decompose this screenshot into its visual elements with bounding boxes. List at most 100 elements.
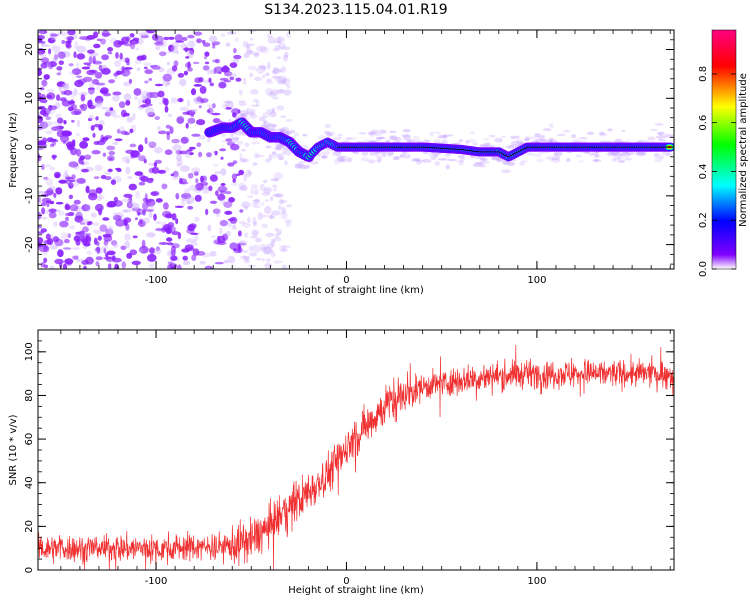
noise-blob [123,217,131,223]
noise-blob [71,120,75,123]
noise-blob [194,84,202,87]
noise-blob [272,97,279,100]
noise-blob [40,217,48,220]
halo-blob [458,155,466,158]
noise-blob [171,45,178,53]
noise-blob [281,207,286,214]
noise-blob [81,162,84,165]
noise-blob [239,90,243,95]
halo-blob [644,140,650,143]
halo-blob [618,160,625,163]
noise-blob [56,72,61,75]
halo-blob [624,158,632,161]
halo-blob [470,155,475,158]
noise-blob [282,265,287,271]
noise-blob [50,34,58,37]
noise-blob [215,59,220,64]
noise-blob [239,209,243,212]
noise-blob [281,47,291,51]
noise-blob [41,202,46,206]
noise-blob [196,142,201,147]
halo-blob [654,153,660,158]
noise-blob [77,53,86,59]
halo-blob [333,137,342,140]
noise-blob [155,46,160,50]
noise-blob [167,250,175,257]
y-tick-label: 20 [24,520,35,533]
noise-blob [275,45,282,50]
noise-blob [239,221,246,225]
noise-blob [59,221,68,228]
noise-blob [253,189,259,195]
halo-blob [501,136,506,138]
noise-blob [113,200,123,207]
noise-blob [69,195,73,200]
noise-blob [230,144,239,151]
noise-blob [154,162,157,167]
halo-blob [442,139,447,143]
noise-blob [56,66,62,70]
noise-blob [251,141,260,144]
noise-blob [277,81,286,84]
halo-blob [369,151,378,155]
noise-blob [175,218,178,224]
noise-blob [79,105,84,109]
colorbar-tick-label: 0.8 [698,66,709,82]
noise-blob [275,228,279,232]
halo-blob [321,156,327,159]
noise-blob [119,101,125,108]
halo-blob [473,142,478,145]
noise-blob [66,177,74,179]
halo-blob [444,153,450,156]
noise-blob [254,205,261,208]
noise-blob [233,222,236,228]
noise-blob [204,51,209,56]
noise-blob [184,71,188,76]
noise-blob [198,135,206,139]
noise-blob [138,144,143,152]
noise-blob [213,208,221,214]
halo-blob [509,144,518,148]
noise-blob [249,73,253,78]
noise-blob [214,67,217,74]
noise-blob [58,52,66,59]
noise-blob [210,83,214,87]
halo-blob [411,159,419,162]
noise-blob [99,65,105,69]
noise-blob [37,125,47,130]
noise-blob [142,209,146,216]
noise-blob [110,107,114,111]
noise-blob [220,168,226,176]
halo-blob [535,138,544,142]
y-tick-label: 40 [24,476,35,489]
noise-blob [244,206,248,210]
noise-blob [255,155,264,158]
noise-blob [157,91,164,98]
noise-blob [177,159,183,165]
noise-blob [66,141,75,148]
noise-blob [112,142,118,146]
y-tick-label: -10 [24,188,35,204]
noise-blob [55,187,62,194]
halo-blob [422,159,431,163]
noise-blob [250,38,253,41]
noise-blob [157,126,161,130]
halo-blob [655,158,663,163]
noise-blob [127,176,133,179]
noise-blob [265,73,269,77]
noise-blob [61,40,65,44]
noise-blob [40,30,44,37]
halo-blob [510,136,520,140]
noise-blob [80,155,85,160]
noise-blob [82,137,89,141]
noise-blob [74,200,81,205]
halo-blob [527,153,535,155]
noise-blob [267,62,271,70]
noise-blob [76,62,79,69]
noise-blob [123,113,130,117]
noise-blob [86,251,92,255]
noise-blob [115,52,119,59]
noise-blob [54,174,58,178]
noise-blob [133,236,138,239]
noise-blob [77,79,86,85]
